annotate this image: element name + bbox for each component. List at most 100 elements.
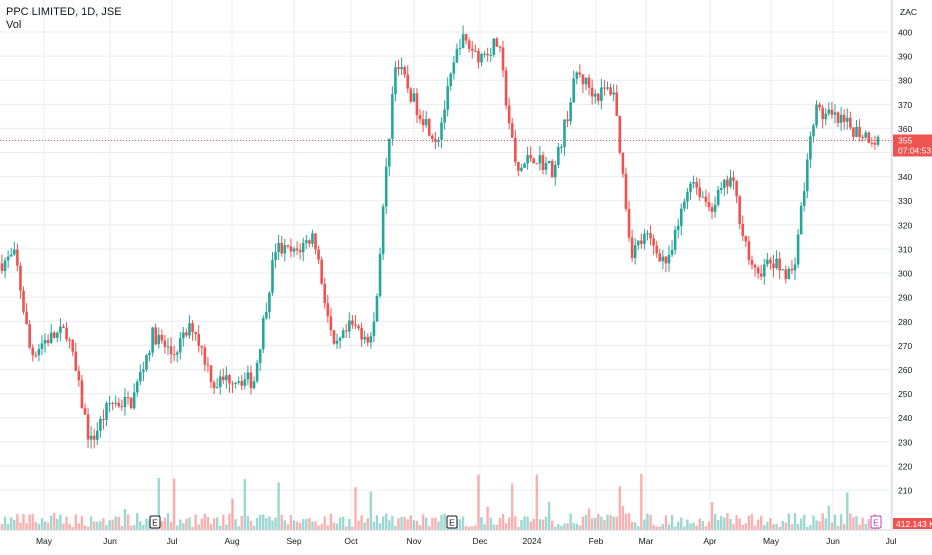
volume-bar (547, 501, 551, 530)
candle-body (34, 355, 38, 357)
volume-bar (431, 517, 434, 530)
time-tick-label: Jun (826, 536, 840, 546)
volume-bar (277, 482, 280, 530)
volume-bars (0, 473, 880, 530)
candle-body (858, 126, 861, 138)
candle-body (504, 70, 508, 106)
candle-body (606, 87, 609, 89)
candle-body (541, 155, 545, 170)
volume-bar (219, 525, 222, 530)
volume-legend[interactable]: Vol (6, 19, 22, 31)
volume-bar (225, 524, 228, 530)
candle-body (701, 196, 705, 198)
candle-body (108, 403, 111, 405)
candle-body (596, 93, 600, 101)
candle-body (520, 167, 523, 171)
candle-body (129, 397, 133, 409)
candle-body (470, 48, 474, 51)
earnings-marker-box (446, 515, 458, 529)
candle-body (652, 238, 655, 246)
price-tick-label: 280 (898, 317, 912, 327)
candle-body (492, 38, 496, 55)
price-axis[interactable]: 210 220 230 240 250 260 270 280 290 300 310 320 330 3… (891, 0, 917, 530)
earnings-marker[interactable]: E (870, 515, 882, 529)
volume-bar (594, 517, 597, 530)
candle-body (836, 112, 840, 123)
candle-body (683, 201, 686, 209)
candle-body (778, 258, 781, 271)
candle-body (52, 332, 56, 338)
volume-bar (93, 521, 96, 530)
volume-bar (77, 523, 81, 530)
candle-body (799, 205, 803, 235)
volume-bar (637, 526, 640, 530)
time-tick-label: 2024 (523, 536, 542, 546)
candle-body (145, 355, 148, 370)
volume-bar (305, 519, 308, 530)
volume-bar (179, 519, 182, 530)
time-tick-label: Apr (703, 536, 716, 546)
candle-body (197, 334, 201, 346)
candle-body (477, 50, 480, 63)
candle-body (839, 114, 843, 123)
volume-bar (163, 517, 167, 530)
candle-body (560, 146, 563, 148)
volume-bar (538, 519, 542, 530)
candle-body (218, 376, 222, 388)
candle-body (716, 189, 720, 205)
volume-bar (649, 514, 652, 530)
volume-bar (624, 513, 628, 530)
time-axis[interactable]: May Jun Jul Aug Sep Oct Nov Dec 2024 Feb Mar Apr May… (0, 529, 932, 546)
time-tick-label: Dec (472, 536, 488, 546)
volume-bar (655, 526, 658, 530)
volume-bar (274, 517, 277, 530)
candle-body (126, 396, 130, 398)
volume-tag-value: 412.143 K (896, 519, 932, 529)
volume-bar (809, 525, 812, 530)
volume-bar (824, 518, 827, 530)
candle-body (139, 371, 142, 382)
volume-bar (308, 518, 311, 530)
volume-bar (400, 516, 403, 530)
candle-body (455, 48, 459, 63)
volume-bar (332, 522, 336, 530)
volume-bar (827, 505, 831, 530)
candle-body (317, 249, 320, 260)
volume-bar (19, 522, 22, 530)
symbol-title[interactable]: PPC LIMITED, 1D, JSE (6, 6, 122, 18)
candle-body (77, 370, 81, 381)
candle-body (22, 290, 25, 312)
candle-body (750, 259, 754, 265)
candle-body (769, 259, 772, 264)
candle-body (80, 380, 84, 409)
volume-bar (209, 523, 213, 530)
volume-bar (40, 518, 44, 530)
volume-bar (787, 513, 791, 530)
volume-bar (683, 526, 686, 530)
earnings-marker[interactable]: E (446, 515, 458, 529)
candle-body (544, 163, 548, 170)
candle-body (766, 259, 769, 265)
volume-bar (283, 520, 286, 530)
volume-bar (160, 521, 164, 530)
volume-bar (480, 517, 483, 530)
volume-bar (22, 513, 25, 530)
candle-body (348, 320, 351, 332)
bar-countdown: 07:04:53 (898, 145, 931, 155)
volume-bar (37, 523, 41, 530)
candle-body (394, 67, 397, 95)
earnings-marker[interactable]: E (149, 515, 161, 529)
volume-bar (689, 523, 692, 530)
candle-body (372, 321, 376, 337)
candle-body (747, 241, 751, 260)
candle-body (578, 72, 582, 75)
candle-body (824, 113, 828, 120)
candle-body (277, 242, 280, 253)
candle-body (326, 303, 330, 317)
candle-body (741, 223, 745, 236)
candle-body (845, 117, 849, 122)
candle-body (655, 245, 658, 254)
